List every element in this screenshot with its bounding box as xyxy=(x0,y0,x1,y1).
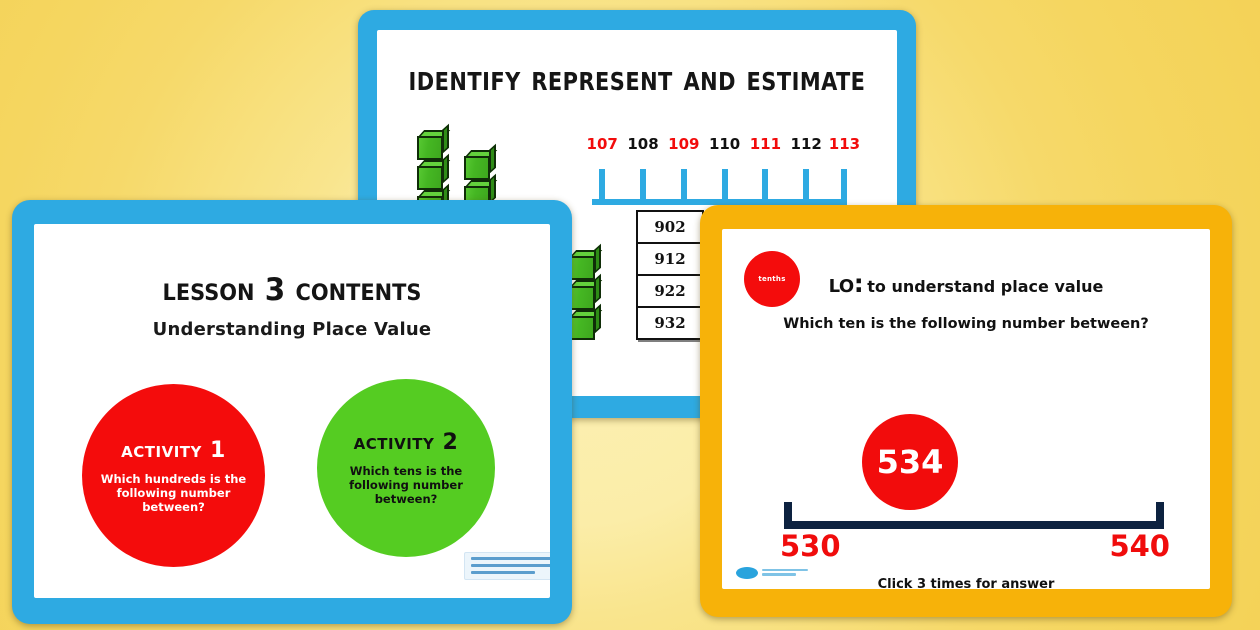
number-line-axis xyxy=(592,199,847,205)
cube-icon xyxy=(417,153,451,190)
activity-2-description: Which tens is the following number betwe… xyxy=(349,464,463,506)
table-cell: 932 xyxy=(638,308,702,340)
number-bubble-value: 534 xyxy=(876,443,944,481)
activity-1-button[interactable]: Activity 1 Which hundreds is the followi… xyxy=(82,384,265,567)
lo-line-end-label: 540 xyxy=(1109,529,1170,563)
table-cell: 922 xyxy=(638,276,702,308)
number-bubble[interactable]: 534 xyxy=(862,414,958,510)
lo-line-start-label: 530 xyxy=(780,529,841,563)
activity-2-title: Activity 2 xyxy=(353,430,459,455)
red-circle-badge-icon[interactable]: tenths xyxy=(744,251,800,307)
number-line-label: 109 xyxy=(668,135,700,153)
cube-icon xyxy=(417,123,451,160)
number-line-label: 110 xyxy=(708,135,741,153)
lo-hint-text: Click 3 times for answer xyxy=(877,577,1055,589)
contents-slide-title: Lesson 3 Contents xyxy=(162,272,422,308)
number-grid-table: 902 912 922 932 xyxy=(636,210,704,340)
cube-icon xyxy=(569,303,603,340)
line-end-cap-left xyxy=(784,502,792,528)
slide-contents-content: Lesson 3 Contents Understanding Place Va… xyxy=(34,224,550,598)
lo-heading: LO: to understand place value xyxy=(722,269,1210,298)
activity-2-button[interactable]: Activity 2 Which tens is the following n… xyxy=(317,379,495,557)
number-line-labels: 107 108 109 110 111 112 113 xyxy=(587,135,861,157)
twinkl-logo-icon xyxy=(736,567,808,579)
number-line-label: 111 xyxy=(749,135,782,153)
slide-lo-content: tenths LO: to understand place value Whic… xyxy=(722,229,1210,589)
contents-slide-subtitle: Understanding Place Value xyxy=(152,319,432,340)
lo-number-line xyxy=(784,502,1164,529)
cube-icon xyxy=(464,143,498,180)
lo-question-text: Which ten is the following number betwee… xyxy=(783,316,1149,332)
cube-icon xyxy=(569,243,603,280)
identify-slide-title: Identify Represent and Estimate xyxy=(408,59,866,99)
lo-prefix: LO: xyxy=(828,269,864,298)
number-line-label: 107 xyxy=(586,135,618,153)
badge-label: tenths xyxy=(758,275,786,283)
number-line-label: 113 xyxy=(828,135,861,153)
slide-lesson-3-contents[interactable]: Lesson 3 Contents Understanding Place Va… xyxy=(12,200,572,624)
base-ten-tower-3 xyxy=(569,243,603,340)
number-line-107-113: 107 108 109 110 111 112 113 xyxy=(587,135,861,205)
activity-1-title: Activity 1 xyxy=(121,437,226,463)
line-end-cap-right xyxy=(1156,502,1164,528)
number-line-label: 108 xyxy=(627,135,659,153)
table-cell: 902 xyxy=(638,212,702,244)
number-line-label: 112 xyxy=(790,135,822,153)
watermark-notice xyxy=(464,552,550,580)
activity-1-description: Which hundreds is the following number b… xyxy=(100,471,247,514)
table-cell: 912 xyxy=(638,244,702,276)
lo-objective-text: to understand place value xyxy=(867,277,1104,296)
cube-icon xyxy=(569,273,603,310)
slide-learning-objective[interactable]: tenths LO: to understand place value Whic… xyxy=(700,205,1232,617)
